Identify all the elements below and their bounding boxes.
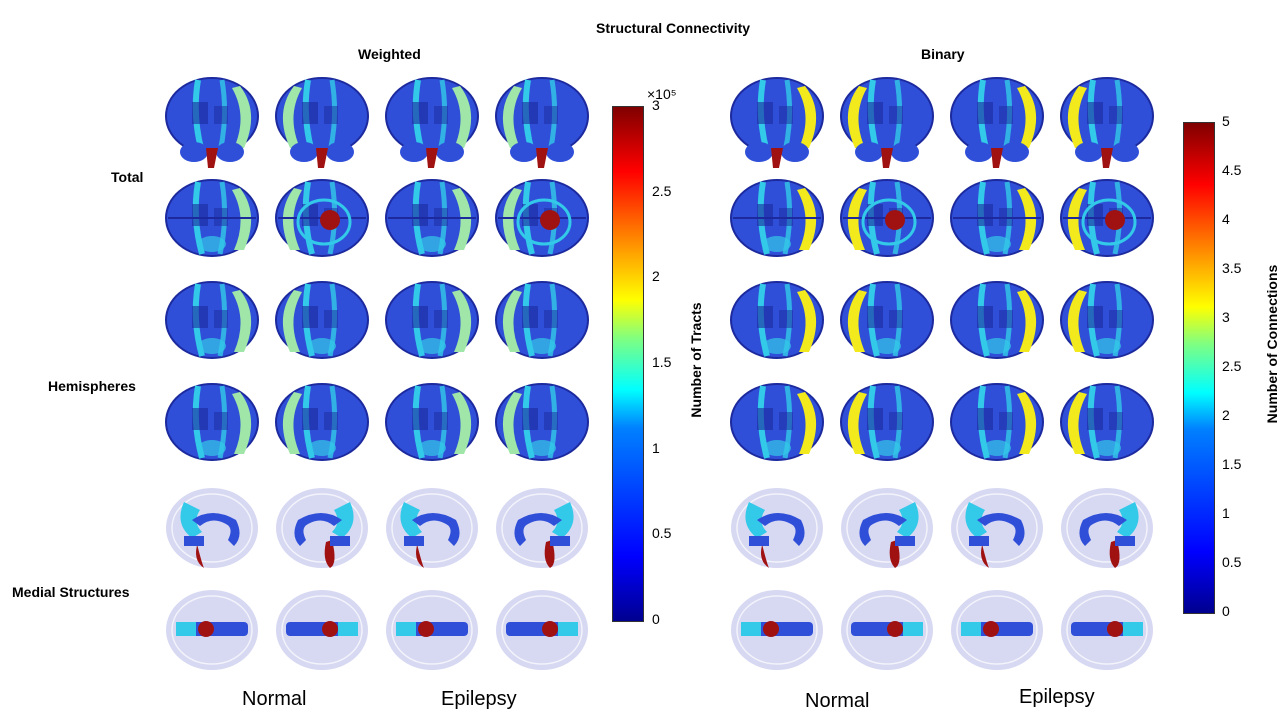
- brain-render: [492, 480, 592, 578]
- colorbar-weighted-multiplier: ×10⁵: [647, 86, 677, 102]
- brain-render: [382, 480, 482, 578]
- brain-render: [162, 174, 262, 272]
- brain-render: [727, 174, 827, 272]
- brain-render: [947, 174, 1047, 272]
- brain-render: [727, 276, 827, 374]
- row-label-medial-structures: Medial Structures: [12, 584, 130, 600]
- brain-render: [272, 480, 372, 578]
- brain-render: [492, 72, 592, 170]
- brain-grid-weighted: [160, 72, 600, 684]
- brain-render: [162, 378, 262, 476]
- colorbar-tick-label: 3: [652, 97, 660, 113]
- colorbar-tick-label: 0: [1222, 603, 1230, 619]
- colorbar-tick-label: 2.5: [1222, 358, 1242, 374]
- colorbar-weighted-label: Number of Tracts: [688, 302, 704, 418]
- group-label-weighted-epilepsy: Epilepsy: [441, 688, 517, 710]
- brain-render: [837, 582, 937, 680]
- brain-render: [1057, 276, 1157, 374]
- row-label-hemispheres: Hemispheres: [48, 378, 136, 394]
- brain-render: [272, 582, 372, 680]
- colorbar-tick-label: 3: [1222, 309, 1230, 325]
- brain-render: [947, 378, 1047, 476]
- brain-render: [272, 174, 372, 272]
- brain-render: [272, 378, 372, 476]
- brain-render: [382, 378, 482, 476]
- brain-render: [1057, 582, 1157, 680]
- row-label-total: Total: [111, 169, 144, 185]
- brain-render: [1057, 174, 1157, 272]
- group-label-weighted-normal: Normal: [242, 688, 307, 710]
- brain-render: [837, 276, 937, 374]
- colorbar-tick-label: 1: [652, 439, 660, 456]
- colorbar-weighted: [612, 106, 644, 622]
- colorbar-tick-label: 5: [1222, 113, 1230, 129]
- colorbar-binary-ticks: 5 4.5 4 3.5 3 2.5 2 1.5 1 0.5 0: [1222, 113, 1252, 619]
- brain-render: [382, 582, 482, 680]
- panel-title-binary: Binary: [921, 46, 965, 62]
- colorbar-tick-label: 3.5: [1222, 260, 1242, 276]
- brain-render: [1057, 378, 1157, 476]
- group-label-binary-epilepsy: Epilepsy: [1019, 686, 1095, 708]
- brain-render: [272, 276, 372, 374]
- brain-render: [162, 276, 262, 374]
- brain-render: [727, 378, 827, 476]
- colorbar-tick-label: 1: [1222, 505, 1230, 521]
- colorbar-tick-label: 2.5: [652, 182, 672, 199]
- brain-render: [837, 174, 937, 272]
- brain-render: [1057, 72, 1157, 170]
- colorbar-tick-label: 1.5: [1222, 456, 1242, 472]
- brain-render: [162, 582, 262, 680]
- colorbar-tick-label: 2: [1222, 407, 1230, 423]
- brain-render: [492, 276, 592, 374]
- brain-render: [162, 480, 262, 578]
- brain-render: [492, 378, 592, 476]
- brain-render: [837, 72, 937, 170]
- colorbar-tick-label: 0: [652, 611, 660, 627]
- brain-render: [382, 174, 482, 272]
- brain-render: [727, 72, 827, 170]
- brain-render: [727, 480, 827, 578]
- brain-render: [947, 276, 1047, 374]
- colorbar-weighted-ticks: 3 2.5 2 1.5 1 0.5 0: [652, 97, 682, 627]
- brain-render: [1057, 480, 1157, 578]
- brain-grid-binary: [725, 72, 1165, 684]
- colorbar-tick-label: 0.5: [1222, 554, 1242, 570]
- brain-render: [947, 480, 1047, 578]
- colorbar-binary-label: Number of Connections: [1264, 264, 1280, 424]
- brain-render: [492, 174, 592, 272]
- brain-render: [162, 72, 262, 170]
- brain-render: [492, 582, 592, 680]
- colorbar-tick-label: 0.5: [652, 525, 672, 542]
- colorbar-tick-label: 1.5: [652, 354, 672, 370]
- colorbar-tick-label: 4.5: [1222, 162, 1242, 178]
- brain-render: [382, 276, 482, 374]
- brain-render: [727, 582, 827, 680]
- brain-render: [837, 480, 937, 578]
- brain-render: [272, 72, 372, 170]
- brain-render: [837, 378, 937, 476]
- panel-title-weighted: Weighted: [358, 46, 421, 62]
- colorbar-tick-label: 4: [1222, 211, 1230, 227]
- brain-render: [382, 72, 482, 170]
- brain-render: [947, 72, 1047, 170]
- colorbar-tick-label: 2: [652, 268, 660, 285]
- brain-render: [947, 582, 1047, 680]
- figure-title: Structural Connectivity: [596, 20, 751, 36]
- group-label-binary-normal: Normal: [805, 690, 870, 712]
- colorbar-binary: [1183, 122, 1215, 614]
